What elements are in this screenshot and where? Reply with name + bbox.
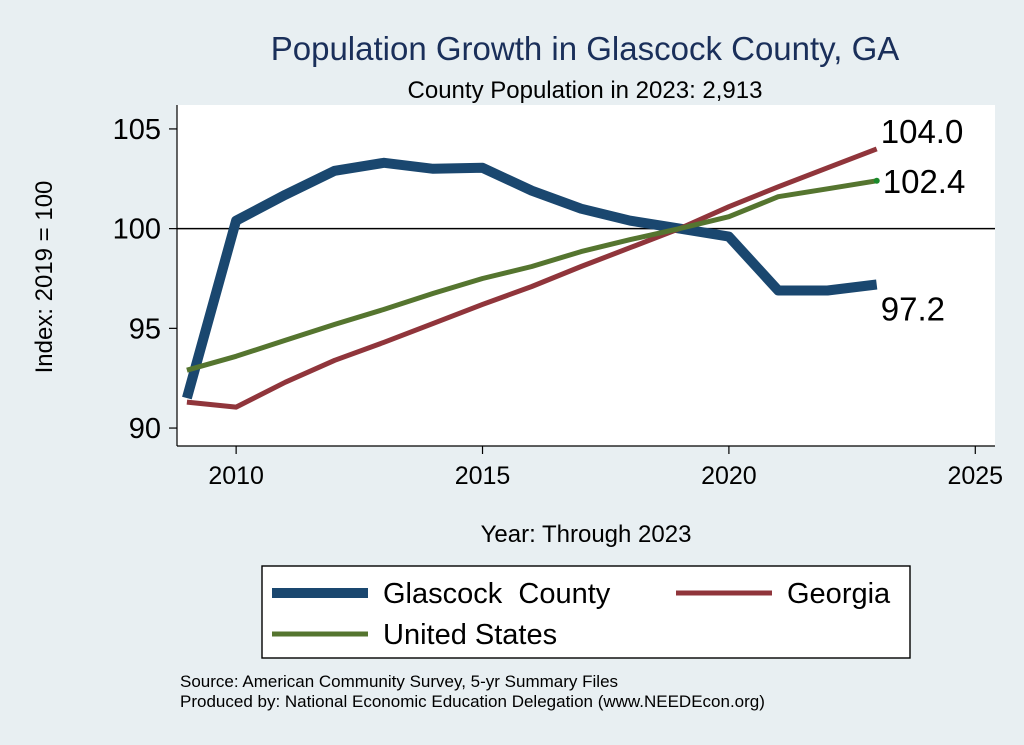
x-axis-label: Year: Through 2023: [481, 521, 692, 548]
end-label-us: 102.4: [883, 163, 966, 200]
series-line-glascock: [182, 157, 878, 400]
series-line-us: [186, 178, 878, 373]
x-tick-label: 2025: [947, 462, 1003, 490]
x-ticks: 2010 2015 2020 2025: [208, 446, 1003, 490]
source-notes: Source: American Community Survey, 5-yr …: [180, 672, 765, 712]
legend-label-glascock: Glascock County: [383, 578, 611, 610]
x-tick-label: 2015: [455, 462, 511, 490]
y-tick-label: 100: [113, 214, 161, 246]
end-labels: 97.2 104.0 102.4: [881, 113, 966, 328]
plot-area: [177, 105, 995, 446]
legend-label-us: United States: [383, 619, 557, 651]
legend-box: [261, 565, 911, 659]
x-tick-label: 2020: [701, 462, 757, 490]
source-line: Source: American Community Survey, 5-yr …: [180, 672, 619, 691]
us-end-marker: [873, 177, 880, 184]
y-tick-label: 105: [113, 114, 161, 146]
series-group: [182, 146, 880, 410]
y-tick-label: 95: [129, 313, 161, 345]
chart-title: Population Growth in Glascock County, GA: [271, 30, 900, 67]
x-tick-label: 2010: [208, 462, 264, 490]
produced-by-line: Produced by: National Economic Education…: [180, 692, 765, 711]
chart-subtitle: County Population in 2023: 2,913: [408, 77, 763, 104]
y-axis-label: Index: 2019 = 100: [31, 181, 58, 374]
y-ticks: 90 95 100 105: [113, 114, 177, 445]
legend-label-georgia: Georgia: [787, 578, 891, 610]
end-label-glascock: 97.2: [881, 290, 945, 327]
y-tick-label: 90: [129, 413, 161, 445]
legend: Glascock County Georgia United States: [261, 565, 911, 659]
series-line-georgia: [186, 146, 878, 410]
end-label-georgia: 104.0: [881, 113, 964, 150]
